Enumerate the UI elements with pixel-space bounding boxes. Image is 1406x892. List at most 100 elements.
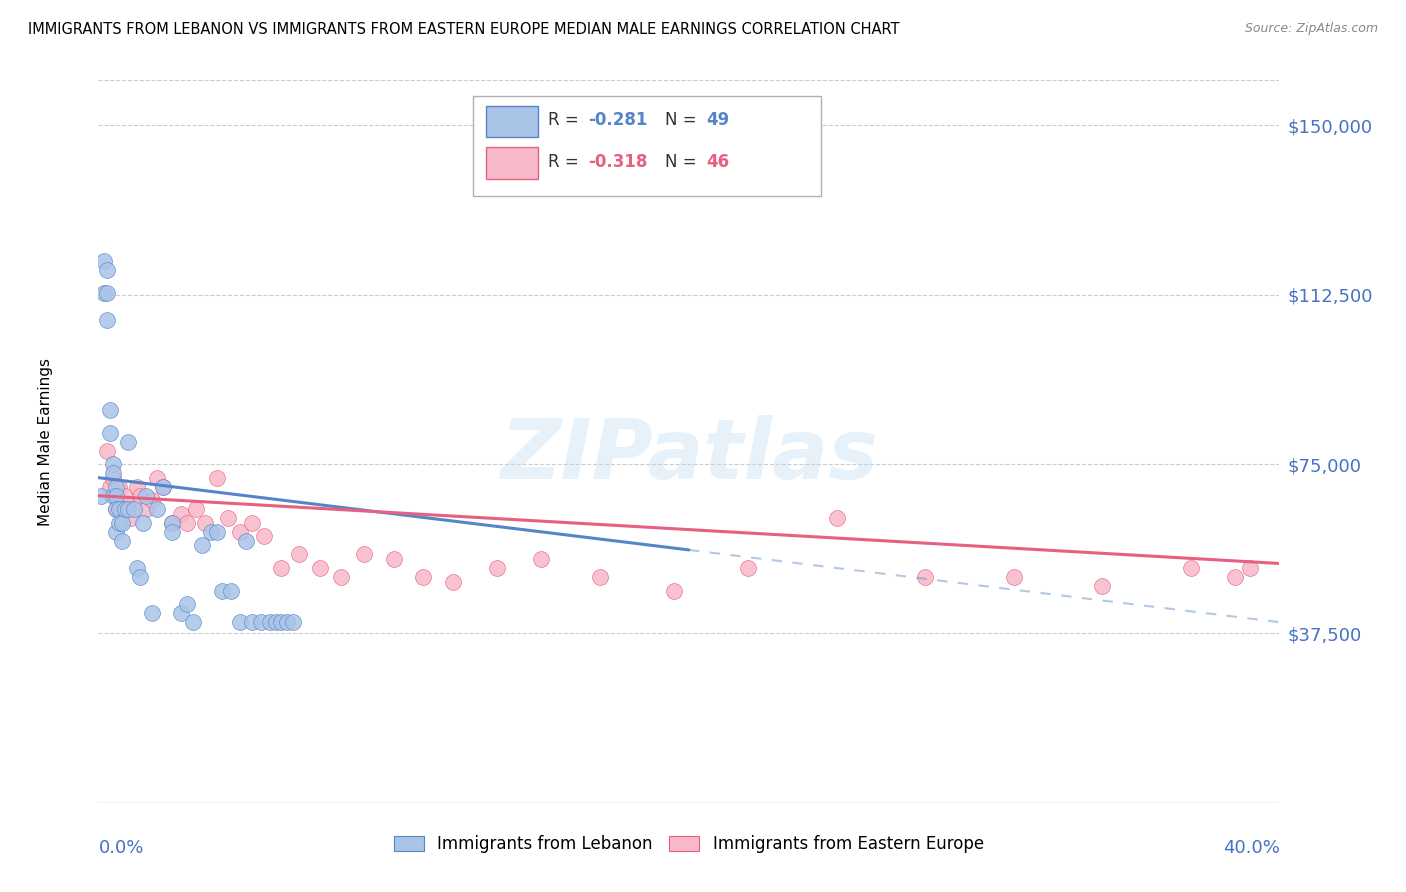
FancyBboxPatch shape: [486, 105, 537, 137]
Point: [211, 583, 233, 598]
Point: [200, 524, 222, 539]
Point: [664, 583, 686, 598]
Point: [105, 480, 128, 494]
Point: [737, 561, 759, 575]
Text: R =: R =: [548, 111, 585, 129]
Point: [98, 425, 121, 440]
Point: [162, 516, 183, 530]
Point: [96, 285, 118, 300]
Point: [108, 502, 131, 516]
Point: [270, 615, 292, 630]
Point: [217, 511, 239, 525]
Point: [117, 502, 139, 516]
Point: [1225, 570, 1247, 584]
Point: [111, 516, 134, 530]
Point: [96, 312, 118, 326]
Point: [1239, 561, 1261, 575]
Point: [264, 615, 287, 630]
Point: [205, 524, 228, 539]
Point: [329, 570, 352, 584]
FancyBboxPatch shape: [486, 147, 537, 179]
Point: [914, 570, 936, 584]
Point: [103, 489, 125, 503]
Point: [229, 524, 252, 539]
Point: [120, 511, 142, 525]
Point: [250, 615, 273, 630]
Point: [270, 561, 292, 575]
Point: [353, 548, 375, 562]
Point: [122, 502, 145, 516]
Point: [152, 480, 174, 494]
Text: R =: R =: [548, 153, 585, 171]
Point: [1002, 570, 1025, 584]
Point: [117, 434, 139, 449]
Point: [125, 480, 148, 494]
Point: [125, 561, 148, 575]
Point: [176, 516, 198, 530]
Text: -0.318: -0.318: [589, 153, 648, 171]
Point: [105, 502, 128, 516]
Point: [98, 403, 121, 417]
Point: [90, 489, 112, 503]
Point: [98, 480, 121, 494]
Point: [108, 516, 131, 530]
Point: [412, 570, 434, 584]
Point: [184, 502, 207, 516]
Point: [111, 498, 134, 512]
Point: [194, 516, 217, 530]
Point: [235, 533, 257, 548]
Text: IMMIGRANTS FROM LEBANON VS IMMIGRANTS FROM EASTERN EUROPE MEDIAN MALE EARNINGS C: IMMIGRANTS FROM LEBANON VS IMMIGRANTS FR…: [28, 22, 900, 37]
Point: [135, 502, 157, 516]
Text: ZIPatlas: ZIPatlas: [501, 416, 877, 497]
Text: Median Male Earnings: Median Male Earnings: [38, 358, 53, 525]
Point: [96, 263, 118, 277]
Point: [146, 502, 169, 516]
Text: 46: 46: [707, 153, 730, 171]
Point: [253, 529, 276, 543]
Point: [170, 606, 193, 620]
Point: [229, 615, 252, 630]
Point: [111, 533, 134, 548]
Point: [288, 548, 311, 562]
Point: [103, 457, 125, 471]
Point: [93, 253, 115, 268]
Text: N =: N =: [665, 111, 702, 129]
Point: [486, 561, 509, 575]
Point: [162, 516, 183, 530]
Point: [128, 570, 150, 584]
Point: [105, 524, 128, 539]
Text: N =: N =: [665, 153, 702, 171]
Point: [441, 574, 464, 589]
Point: [825, 511, 848, 525]
Point: [530, 552, 553, 566]
Point: [105, 489, 128, 503]
Point: [309, 561, 332, 575]
FancyBboxPatch shape: [472, 96, 821, 196]
Point: [276, 615, 298, 630]
Text: 0.0%: 0.0%: [98, 838, 143, 857]
Point: [382, 552, 405, 566]
Point: [135, 489, 157, 503]
Point: [117, 498, 139, 512]
Point: [283, 615, 305, 630]
Point: [152, 480, 174, 494]
Point: [141, 606, 163, 620]
Point: [114, 489, 136, 503]
Point: [105, 502, 128, 516]
Point: [1180, 561, 1202, 575]
Point: [103, 470, 125, 484]
Point: [128, 489, 150, 503]
Point: [1091, 579, 1114, 593]
Point: [105, 489, 128, 503]
Point: [93, 285, 115, 300]
Text: 49: 49: [707, 111, 730, 129]
Point: [108, 480, 131, 494]
Point: [114, 502, 136, 516]
Point: [146, 470, 169, 484]
Point: [162, 524, 183, 539]
Point: [191, 538, 214, 552]
Point: [176, 597, 198, 611]
Point: [205, 470, 228, 484]
Point: [259, 615, 281, 630]
Point: [181, 615, 204, 630]
